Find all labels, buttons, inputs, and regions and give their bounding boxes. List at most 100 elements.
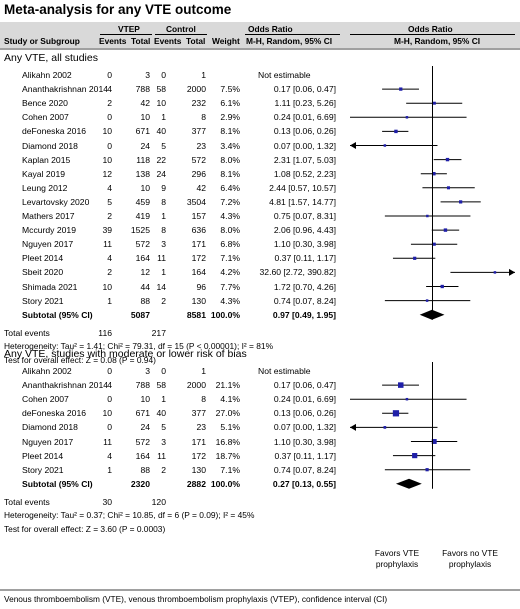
control-events: 1 (161, 211, 166, 221)
header-vtep: VTEP (118, 24, 140, 34)
study-name: Ananthakrishnan 2014 (22, 84, 109, 95)
header-underline-or (245, 34, 340, 35)
weight: 7.1% (220, 464, 240, 475)
control-total: 157 (191, 211, 206, 221)
subtotal-weight: 100.0% (210, 309, 240, 320)
control-total: 636 (191, 225, 206, 236)
study-row: Nguyen 2017 11 572 3 171 6.8% 1.10 [0.30, 3.98… (0, 237, 520, 251)
study-row: deFoneska 2016 10 671 40 377 27.0% 0.13 [0.06,… (0, 406, 520, 420)
control-total: 172 (191, 450, 206, 461)
study-row: Kayal 2019 12 138 24 296 8.1% 1.08 [0.52, 2.23… (0, 167, 520, 181)
control-events: 3 (161, 239, 166, 250)
effect-square (459, 200, 463, 204)
study-row: Pleet 2014 4 164 11 172 7.1% 0.37 [0.11, 1.17] (0, 251, 520, 265)
weight: 6.4% (220, 182, 240, 193)
weight: 4.3% (220, 295, 240, 306)
total-events-row: Total events 116 217 (0, 326, 520, 340)
odds-ratio-text: 0.75 [0.07, 8.31] (273, 211, 336, 221)
vtep-events: 10 (102, 126, 112, 137)
control-events: 9 (161, 182, 166, 193)
study-row: Ananthakrishnan 2014 4 788 58 2000 7.5% 0.17 [… (0, 82, 520, 96)
control-total: 172 (191, 253, 206, 264)
study-name: Diamond 2018 (22, 140, 78, 151)
vtep-total: 3 (145, 366, 150, 376)
vtep-events: 0 (107, 70, 112, 80)
control-events: 14 (156, 281, 166, 292)
effect-square (412, 453, 418, 459)
subtotal-vtep-total: 5087 (130, 309, 150, 320)
control-total: 130 (191, 295, 206, 306)
control-total: 296 (191, 168, 206, 179)
effect-square (425, 468, 429, 472)
study-name: Levartovsky 2020 (22, 196, 90, 207)
odds-ratio-text: 0.07 [0.00, 1.32] (273, 140, 336, 151)
weight: 16.8% (215, 436, 240, 447)
control-events: 22 (156, 154, 166, 165)
weight: 8.1% (220, 126, 240, 137)
odds-ratio-text: 0.37 [0.11, 1.17] (274, 450, 336, 461)
odds-ratio-text: 1.11 [0.23, 5.26] (274, 98, 336, 109)
ci-arrow-right (509, 268, 515, 276)
header-total-vtep: Total (131, 36, 151, 46)
header-events-vtep: Events (99, 36, 127, 46)
weight: 7.7% (220, 281, 240, 292)
control-total: 572 (191, 154, 206, 165)
control-total: 377 (191, 408, 206, 419)
vtep-events: 4 (107, 84, 112, 95)
study-row: Diamond 2018 0 24 5 23 3.4% 0.07 [0.00, 1.32] (0, 139, 520, 153)
control-total: 96 (196, 281, 206, 292)
control-events: 58 (156, 380, 166, 391)
control-total: 23 (196, 422, 206, 433)
header-weight: Weight (212, 36, 240, 46)
effect-square (397, 382, 404, 388)
effect-square (394, 129, 398, 134)
weight: 4.1% (220, 394, 240, 405)
study-name: Leung 2012 (22, 182, 68, 193)
favors-right-label: Favors no VTE prophylaxis (442, 548, 498, 569)
control-total: 2000 (186, 84, 206, 95)
header-events-control: Events (154, 36, 182, 46)
study-row: Cohen 2007 0 10 1 8 2.9% 0.24 [0.01, 6.69] (0, 110, 520, 124)
effect-square (440, 284, 444, 289)
vtep-total: 572 (135, 436, 150, 447)
control-total: 130 (191, 464, 206, 475)
control-events: 58 (156, 84, 166, 95)
control-events: 0 (161, 366, 166, 376)
study-row: Alikahn 2002 0 3 0 1 Not estimable (0, 364, 520, 378)
odds-ratio-text: 0.17 [0.06, 0.47] (273, 380, 336, 391)
study-name: Nguyen 2017 (22, 239, 74, 250)
subtotal-row: Subtotal (95% CI) 2320 2882 100.0% 0.27 [0.1… (0, 477, 520, 491)
vtep-total: 10 (140, 112, 150, 123)
control-events: 3 (161, 436, 166, 447)
vtep-total: 419 (135, 211, 150, 221)
effect-square (399, 87, 403, 91)
control-events: 24 (156, 168, 166, 179)
subtotal-control-total: 8581 (186, 309, 206, 320)
study-name: Alikahn 2002 (22, 366, 72, 376)
weight: 8.1% (220, 168, 240, 179)
control-events: 5 (161, 422, 166, 433)
weight: 27.0% (215, 408, 240, 419)
odds-ratio-text: 2.44 [0.57, 10.57] (269, 182, 336, 193)
header-odds-ratio-plot: Odds Ratio (408, 24, 453, 34)
control-events: 1 (161, 394, 166, 405)
odds-ratio-text: 2.31 [1.07, 5.03] (273, 154, 336, 165)
vtep-total: 88 (140, 464, 150, 475)
control-events: 2 (161, 295, 166, 306)
control-total: 2000 (186, 380, 206, 391)
effect-square (392, 410, 400, 417)
study-name: Alikahn 2002 (22, 70, 72, 80)
study-name: deFoneska 2016 (22, 126, 87, 137)
control-events: 8 (161, 196, 166, 207)
weight: 7.5% (220, 84, 240, 95)
weight: 2.9% (220, 112, 240, 123)
table-header: VTEP Control Odds Ratio Odds Ratio Study… (0, 22, 520, 48)
study-row: Bence 2020 2 42 10 232 6.1% 1.11 [0.23, 5.26] (0, 96, 520, 110)
vtep-total: 24 (140, 422, 150, 433)
effect-square (425, 299, 429, 302)
effect-square (431, 439, 437, 444)
total-events-label: Total events (4, 496, 50, 507)
weight: 7.1% (220, 253, 240, 264)
study-row: Shimada 2021 10 44 14 96 7.7% 1.72 [0.70, 4.26… (0, 280, 520, 294)
odds-ratio-text: 0.74 [0.07, 8.24] (273, 295, 336, 306)
